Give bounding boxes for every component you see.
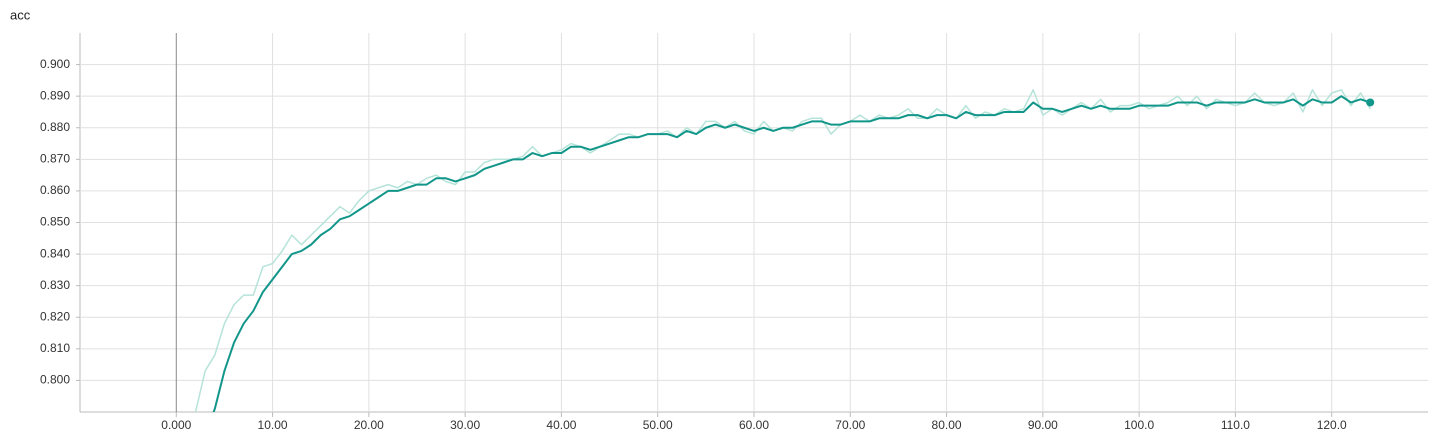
x-tick-label: 40.00 xyxy=(546,418,576,432)
y-tick-label: 0.870 xyxy=(40,152,70,166)
x-tick-label: 80.00 xyxy=(932,418,962,432)
y-tick-label: 0.810 xyxy=(40,341,70,355)
x-tick-label: 120.0 xyxy=(1317,418,1347,432)
chart-title: acc xyxy=(10,7,31,22)
y-tick-label: 0.840 xyxy=(40,246,70,260)
x-tick-label: 60.00 xyxy=(739,418,769,432)
x-tick-label: 0.000 xyxy=(161,418,191,432)
x-tick-label: 30.00 xyxy=(450,418,480,432)
y-tick-label: 0.820 xyxy=(40,309,70,323)
y-tick-label: 0.800 xyxy=(40,373,70,387)
y-tick-label: 0.900 xyxy=(40,57,70,71)
x-tick-label: 50.00 xyxy=(643,418,673,432)
y-tick-label: 0.850 xyxy=(40,215,70,229)
series-line xyxy=(194,89,1371,412)
y-tick-label: 0.880 xyxy=(40,120,70,134)
x-tick-label: 100.0 xyxy=(1124,418,1154,432)
x-tick-label: 10.00 xyxy=(258,418,288,432)
x-tick-label: 20.00 xyxy=(354,418,384,432)
plot-area xyxy=(194,89,1371,412)
y-tick-label: 0.890 xyxy=(40,88,70,102)
x-tick-label: 110.0 xyxy=(1221,418,1250,432)
x-tick-label: 70.00 xyxy=(835,418,865,432)
last-point xyxy=(1366,98,1375,107)
series-line xyxy=(212,95,1371,412)
x-tick-label: 90.00 xyxy=(1028,418,1058,432)
y-tick-label: 0.830 xyxy=(40,278,70,292)
y-tick-label: 0.860 xyxy=(40,183,70,197)
